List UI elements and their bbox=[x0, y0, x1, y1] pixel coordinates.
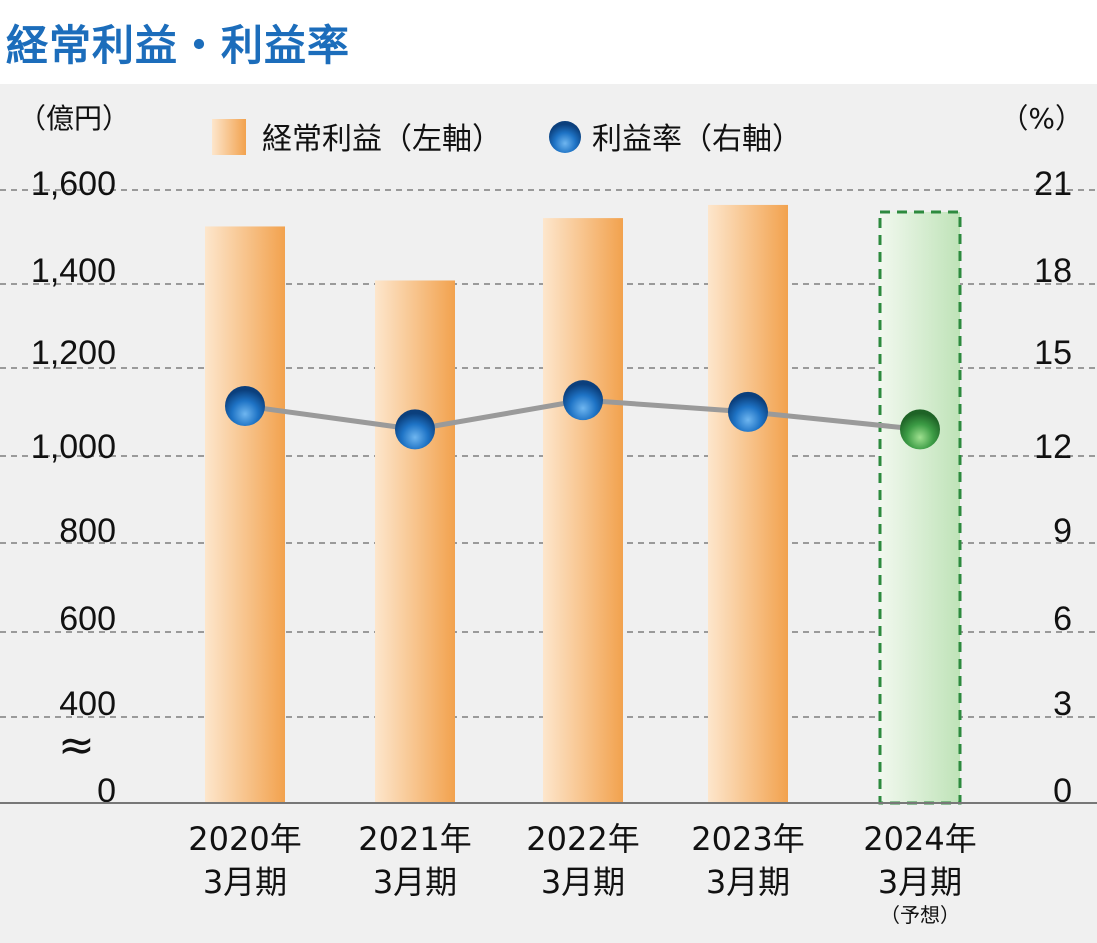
label-layer: 1,600 1,400 1,200 1,000 800 600 400 0 21 18 15 12 9 6… bbox=[31, 165, 1072, 927]
right-axis-tick-label: 12 bbox=[1034, 428, 1072, 466]
left-axis-tick-label: 400 bbox=[59, 685, 116, 723]
category-label-year: 2023年 bbox=[691, 820, 804, 858]
axis-break-mark: ≈ bbox=[58, 720, 95, 771]
category-label-note: （予想） bbox=[880, 903, 960, 927]
margin-point bbox=[563, 380, 603, 421]
legend-line-label: 利益率（右軸） bbox=[592, 122, 802, 157]
left-axis-tick-label: 1,200 bbox=[31, 334, 116, 372]
right-axis-unit: （%） bbox=[1000, 102, 1083, 135]
category-label-year: 2022年 bbox=[526, 820, 639, 858]
left-axis-tick-label: 1,400 bbox=[31, 252, 116, 290]
margin-point bbox=[225, 386, 265, 427]
margin-point bbox=[728, 391, 768, 432]
right-axis-tick-label: 3 bbox=[1053, 685, 1072, 723]
profit-bar bbox=[375, 280, 455, 803]
category-label-period: 3月期 bbox=[373, 863, 457, 901]
right-axis-tick-label: 21 bbox=[1034, 165, 1072, 203]
right-axis-tick-label: 15 bbox=[1034, 334, 1072, 372]
left-axis-tick-label: 1,000 bbox=[31, 428, 116, 466]
line-layer bbox=[225, 380, 940, 450]
category-label-year: 2024年 bbox=[863, 820, 976, 858]
forecast-bar bbox=[878, 210, 962, 805]
left-axis-tick-label: 0 bbox=[97, 772, 116, 810]
left-axis-tick-label: 1,600 bbox=[31, 165, 116, 203]
margin-point bbox=[395, 409, 435, 450]
profit-bar bbox=[205, 226, 285, 804]
right-axis-tick-label: 0 bbox=[1053, 772, 1072, 810]
category-label-period: 3月期 bbox=[203, 863, 287, 901]
profit-bar bbox=[543, 218, 623, 803]
category-label-period: 3月期 bbox=[706, 863, 790, 901]
right-axis-tick-label: 9 bbox=[1053, 512, 1072, 550]
chart-title: 経常利益・利益率 bbox=[6, 21, 351, 70]
left-axis-unit: （億円） bbox=[18, 102, 130, 135]
right-axis-tick-label: 6 bbox=[1053, 600, 1072, 638]
left-axis-tick-label: 800 bbox=[59, 512, 116, 550]
category-label-period: 3月期 bbox=[878, 863, 962, 901]
forecast-margin-point bbox=[900, 409, 940, 450]
category-label-period: 3月期 bbox=[541, 863, 625, 901]
legend-bar-label: 経常利益（左軸） bbox=[262, 122, 502, 157]
legend-dot-swatch bbox=[549, 121, 581, 153]
profit-bar bbox=[708, 204, 788, 804]
right-axis-tick-label: 18 bbox=[1034, 252, 1072, 290]
category-label-year: 2021年 bbox=[358, 820, 471, 858]
legend-bar-swatch bbox=[212, 119, 246, 155]
category-label-year: 2020年 bbox=[188, 820, 301, 858]
left-axis-tick-label: 600 bbox=[59, 600, 116, 638]
bar-layer bbox=[205, 204, 962, 805]
